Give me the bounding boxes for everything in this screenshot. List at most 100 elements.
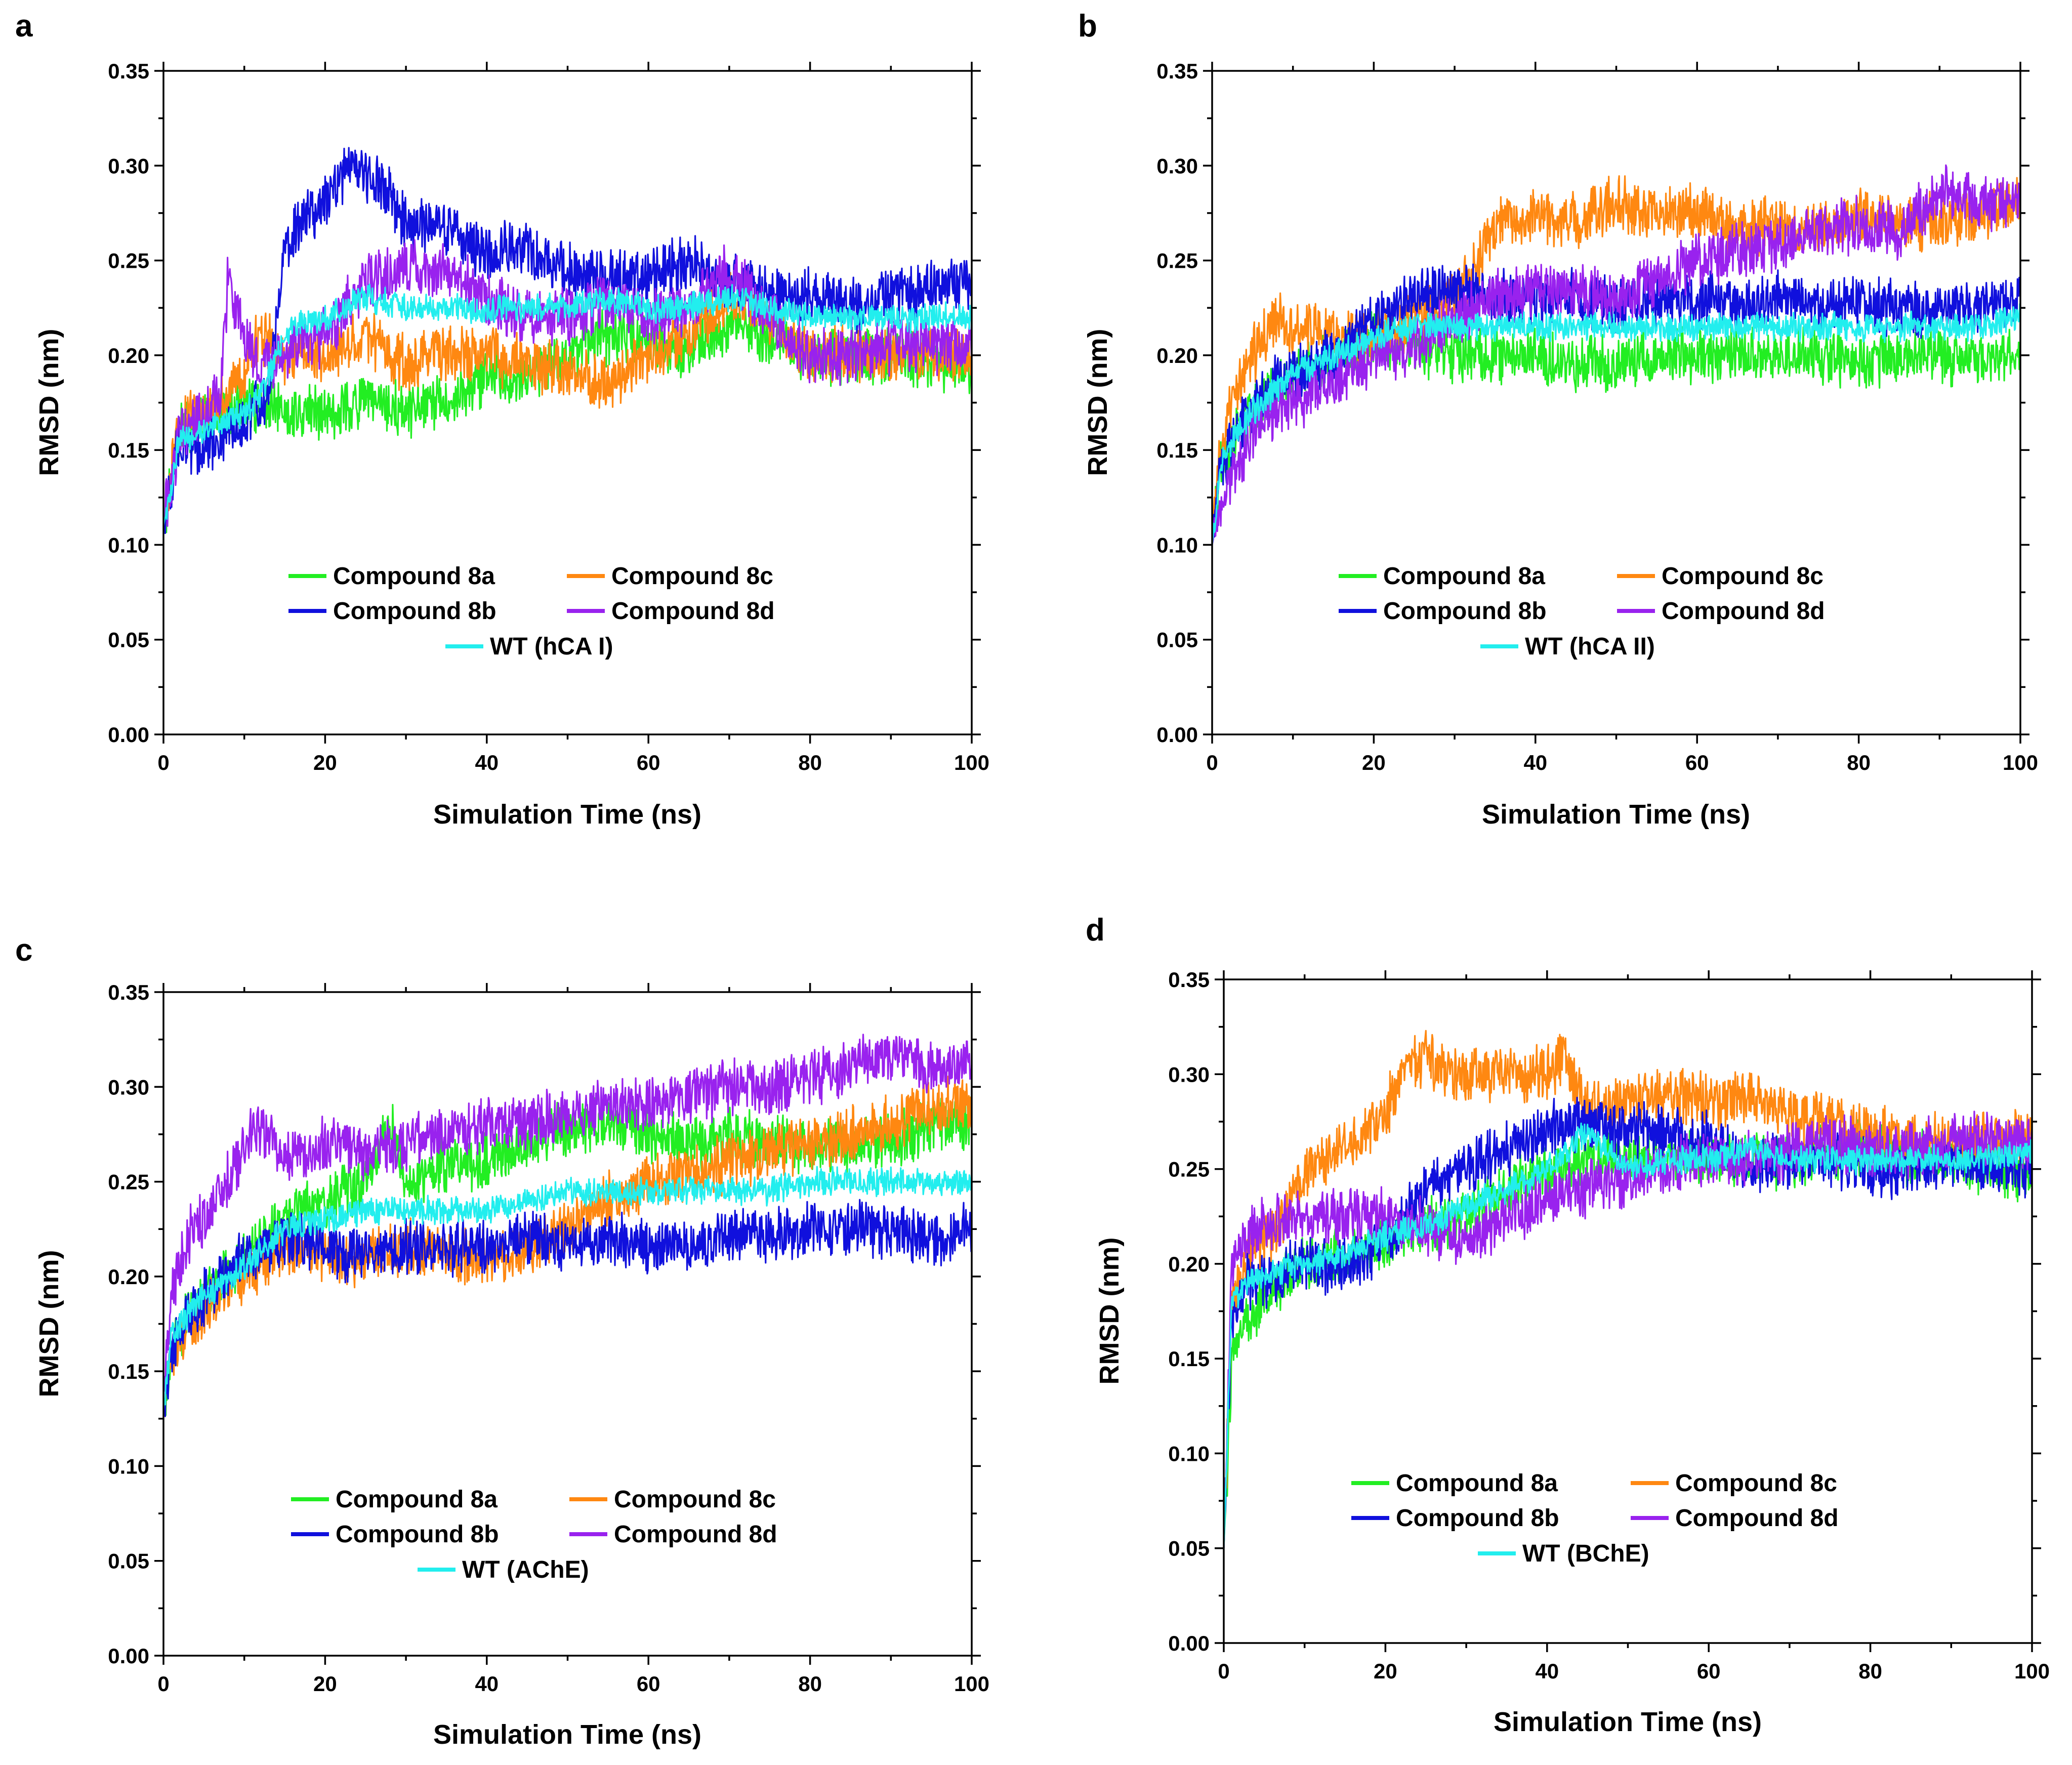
series-line-wt	[1212, 303, 2020, 545]
x-tick-label: 60	[637, 751, 660, 774]
y-tick-label: 0.30	[108, 1075, 149, 1099]
series-group	[163, 147, 972, 535]
x-axis-title: Simulation Time (ns)	[1482, 799, 1750, 830]
x-tick-label: 80	[798, 751, 822, 774]
y-axis-title: RMSD (nm)	[34, 1250, 64, 1398]
series-line-wt	[163, 283, 972, 526]
series-line-8b	[163, 147, 972, 535]
legend-label-8a: Compound 8a	[336, 1486, 498, 1513]
legend-label-8d: Compound 8d	[1675, 1505, 1839, 1532]
legend: Compound 8a Compound 8b Compound 8c Compoun…	[288, 563, 775, 660]
y-tick-label: 0.35	[108, 980, 149, 1004]
series-line-8d	[1224, 1111, 2032, 1548]
y-tick-label: 0.10	[1168, 1442, 1210, 1465]
series-group	[163, 1034, 972, 1417]
x-tick-label: 20	[313, 751, 337, 774]
x-tick-label: 100	[954, 751, 989, 774]
legend-label-8d: Compound 8d	[614, 1521, 777, 1548]
x-tick-label: 100	[2014, 1659, 2050, 1683]
x-tick-label: 0	[157, 1672, 169, 1696]
legend: Compound 8a Compound 8b Compound 8c Compoun…	[1339, 563, 1825, 660]
x-axis-title: Simulation Time (ns)	[433, 799, 701, 830]
legend-label-wt: WT (hCA I)	[490, 633, 613, 660]
y-tick-label: 0.20	[1168, 1252, 1210, 1276]
panel-letter: a	[15, 9, 33, 44]
legend-label-8d: Compound 8d	[1662, 598, 1825, 625]
y-tick-label: 0.30	[108, 154, 149, 178]
y-tick-label: 0.00	[1168, 1631, 1210, 1655]
panel-letter: d	[1086, 913, 1105, 948]
x-tick-label: 80	[798, 1672, 822, 1696]
series-line-wt	[163, 1166, 972, 1410]
y-tick-label: 0.20	[108, 344, 149, 367]
y-tick-label: 0.00	[108, 723, 149, 747]
legend-label-8a: Compound 8a	[1396, 1470, 1558, 1497]
y-tick-label: 0.05	[108, 628, 149, 652]
x-axis-title: Simulation Time (ns)	[1494, 1707, 1762, 1737]
panel-a: a RMSD (nm) Simulation Time (ns) 0 20 40 60…	[15, 9, 989, 830]
y-tick-label: 0.10	[108, 533, 149, 557]
legend-label-8c: Compound 8c	[1675, 1470, 1837, 1497]
y-tick-label: 0.10	[108, 1454, 149, 1478]
y-tick-label: 0.30	[1168, 1062, 1210, 1086]
panel-letter: b	[1078, 9, 1097, 44]
x-tick-label: 0	[1206, 751, 1218, 774]
legend-label-8a: Compound 8a	[1383, 563, 1545, 590]
x-tick-label: 20	[1374, 1659, 1397, 1683]
x-tick-label: 100	[954, 1672, 989, 1696]
panel-letter: c	[15, 933, 32, 968]
series-line-8d	[1212, 164, 2020, 545]
series-line-8d	[163, 1034, 972, 1392]
y-axis-title: RMSD (nm)	[34, 329, 64, 476]
legend-label-8b: Compound 8b	[1383, 598, 1547, 625]
series-line-8c	[163, 1076, 972, 1417]
y-tick-label: 0.05	[1156, 628, 1198, 652]
series-line-8b	[1224, 1096, 2032, 1548]
y-tick-label: 0.35	[1156, 59, 1198, 83]
x-tick-label: 60	[1685, 751, 1709, 774]
y-tick-label: 0.00	[1156, 723, 1198, 747]
x-tick-label: 60	[1697, 1659, 1721, 1683]
y-tick-label: 0.15	[108, 1360, 149, 1383]
y-axis-title: RMSD (nm)	[1083, 329, 1113, 476]
y-tick-label: 0.00	[108, 1644, 149, 1668]
y-tick-label: 0.35	[108, 59, 149, 83]
x-tick-label: 40	[1523, 751, 1547, 774]
x-tick-label: 40	[475, 751, 499, 774]
y-tick-label: 0.05	[108, 1549, 149, 1573]
y-tick-label: 0.05	[1168, 1537, 1210, 1561]
y-tick-label: 0.15	[1168, 1347, 1210, 1371]
y-tick-label: 0.15	[108, 438, 149, 462]
x-tick-label: 20	[313, 1672, 337, 1696]
panel-b: b RMSD (nm) Simulation Time (ns) 0 20 40 60…	[1078, 9, 2038, 830]
legend-label-8c: Compound 8c	[614, 1486, 776, 1513]
y-tick-label: 0.25	[108, 249, 149, 273]
y-tick-label: 0.20	[1156, 344, 1198, 367]
panel-c: c RMSD (nm) Simulation Time (ns) 0 20 40 60…	[15, 933, 989, 1750]
y-tick-label: 0.15	[1156, 438, 1198, 462]
legend-label-8a: Compound 8a	[333, 563, 495, 590]
legend-label-8c: Compound 8c	[1662, 563, 1824, 590]
x-tick-label: 60	[637, 1672, 660, 1696]
x-axis-title: Simulation Time (ns)	[433, 1719, 701, 1750]
y-tick-label: 0.10	[1156, 533, 1198, 557]
legend: Compound 8a Compound 8b Compound 8c Compoun…	[1351, 1470, 1839, 1567]
x-tick-label: 80	[1858, 1659, 1882, 1683]
x-tick-label: 40	[475, 1672, 499, 1696]
y-tick-label: 0.30	[1156, 154, 1198, 178]
y-tick-label: 0.20	[108, 1265, 149, 1289]
legend-label-8b: Compound 8b	[1396, 1505, 1559, 1532]
legend-label-8b: Compound 8b	[333, 598, 496, 625]
x-tick-label: 0	[157, 751, 169, 774]
series-line-8c	[1224, 1030, 2032, 1548]
legend-label-8d: Compound 8d	[611, 598, 775, 625]
y-tick-label: 0.25	[1156, 249, 1198, 273]
y-tick-label: 0.35	[1168, 968, 1210, 992]
legend-label-wt: WT (BChE)	[1522, 1540, 1649, 1567]
x-tick-label: 100	[2003, 751, 2038, 774]
series-group	[1224, 1030, 2032, 1548]
legend-label-8b: Compound 8b	[336, 1521, 499, 1548]
x-tick-label: 40	[1535, 1659, 1559, 1683]
series-group	[1212, 164, 2020, 545]
